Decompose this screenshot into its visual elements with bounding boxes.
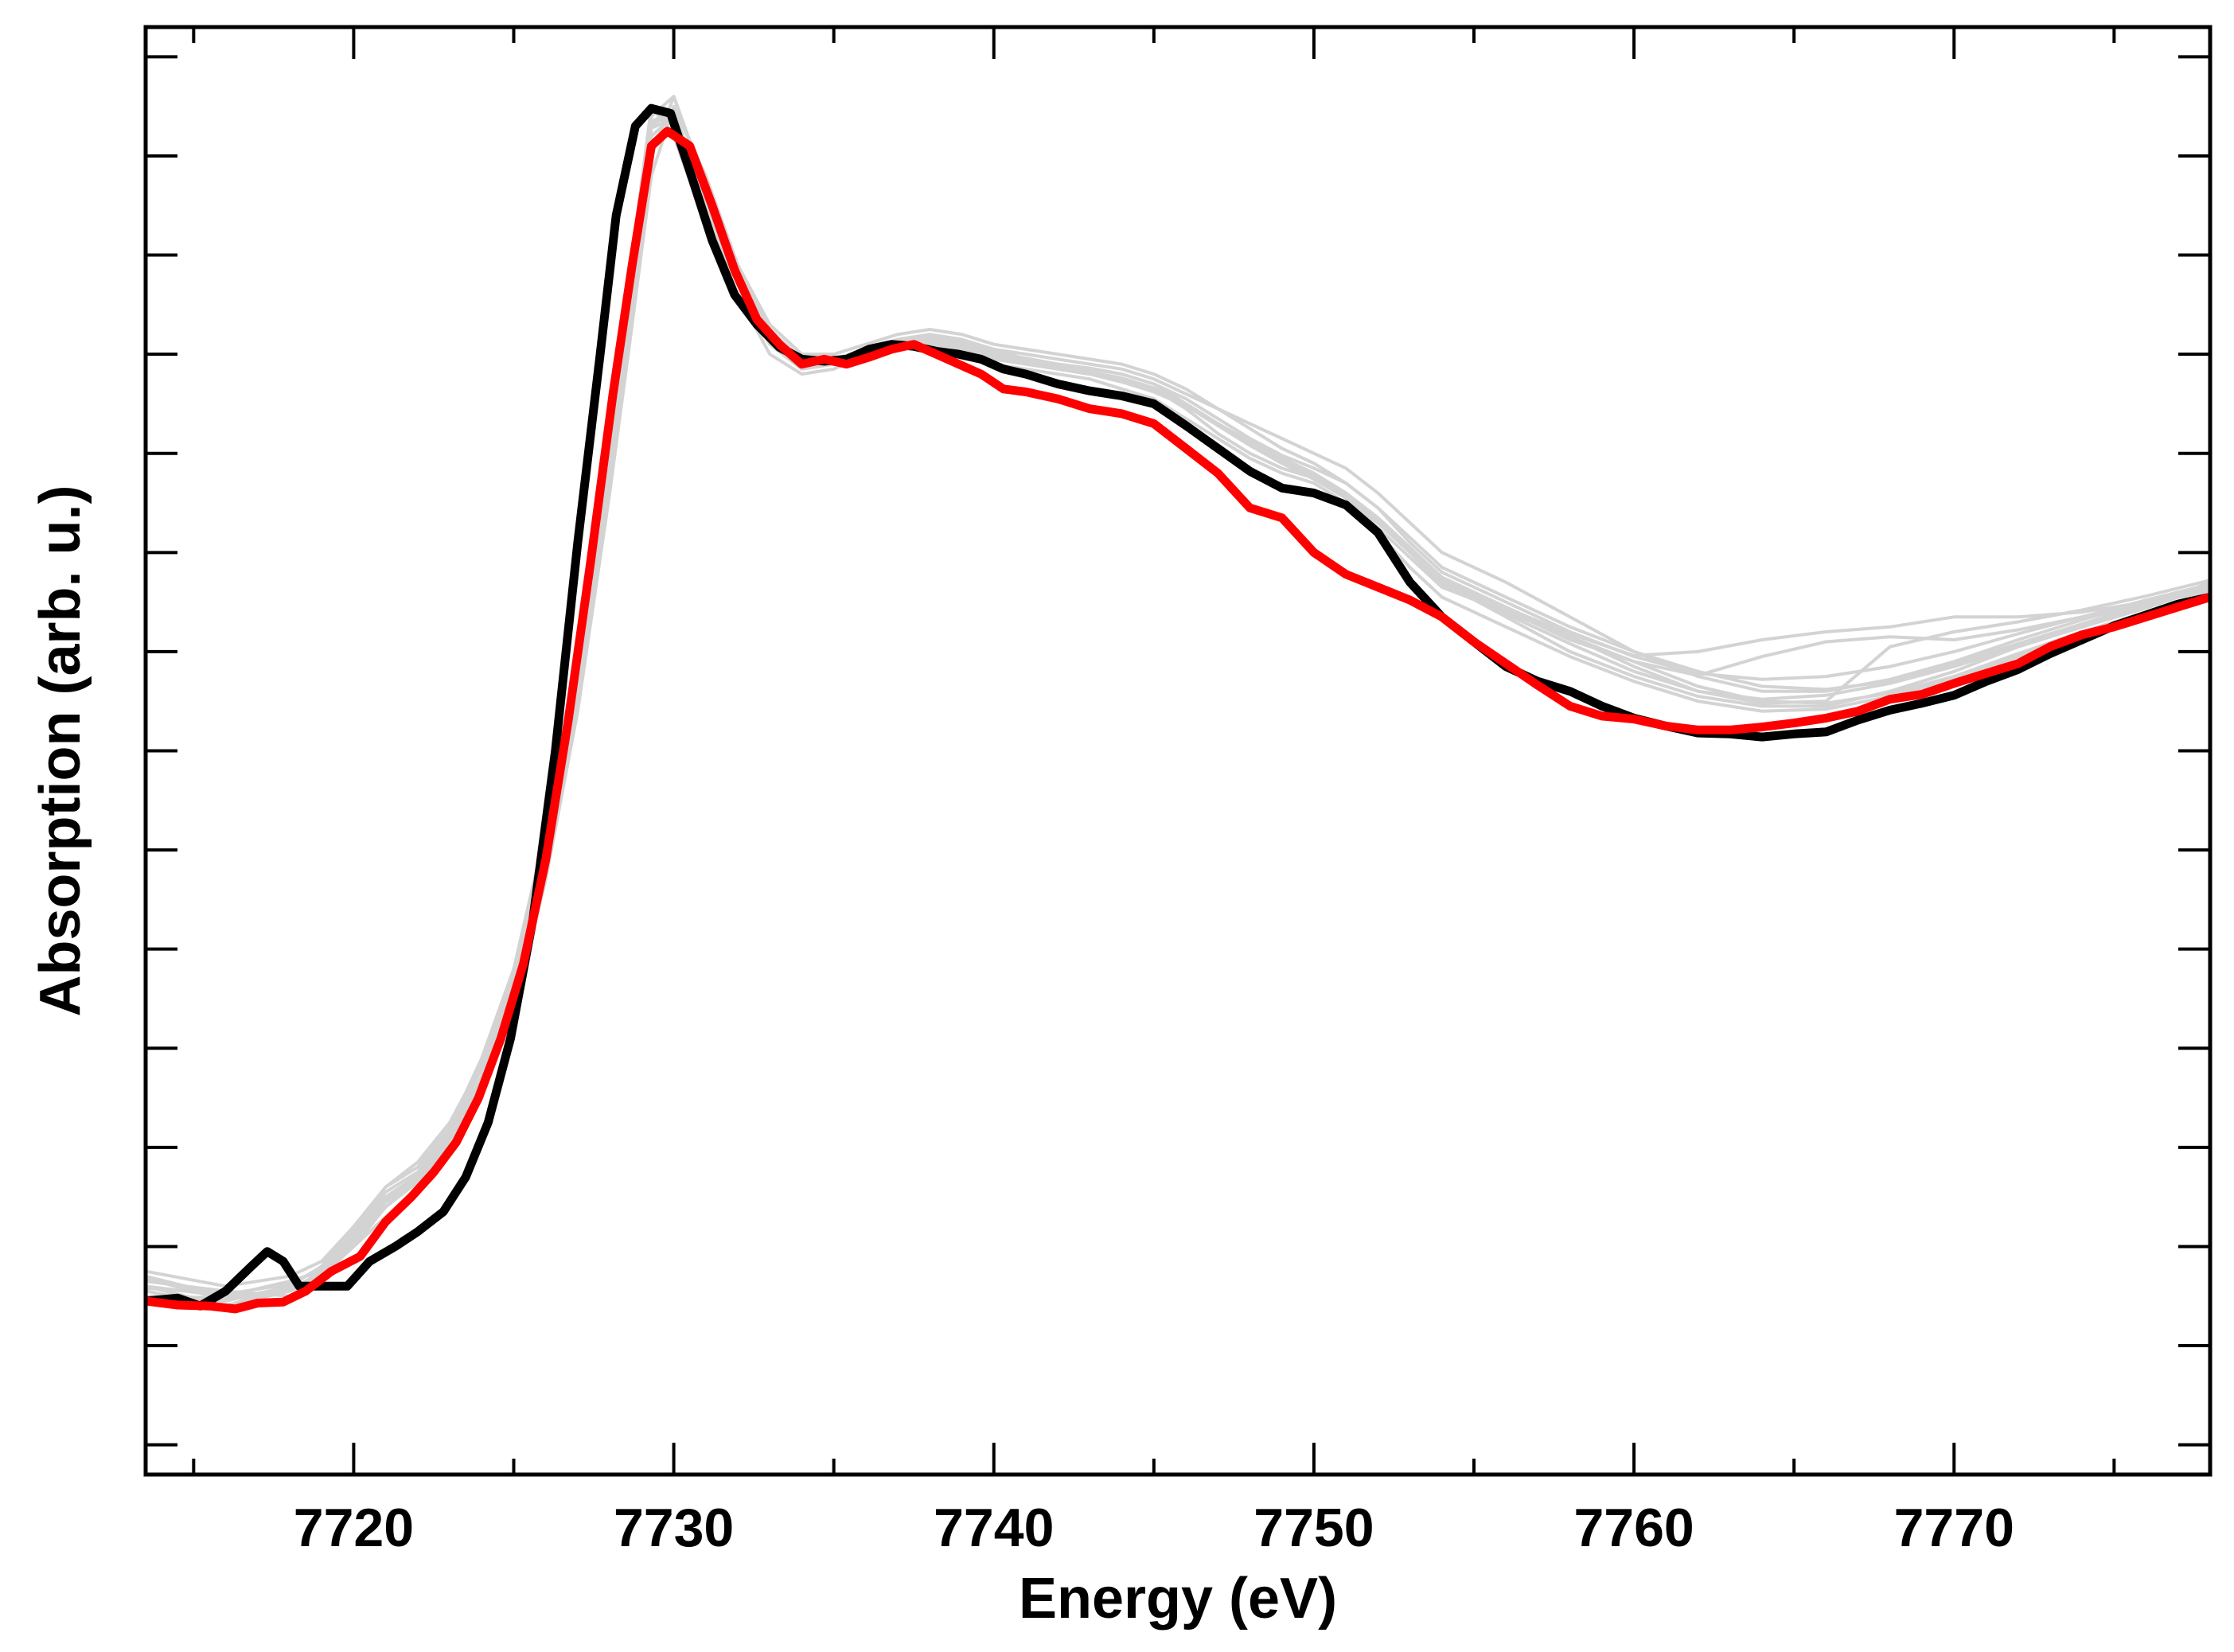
x-tick-label: 7750 (1253, 1498, 1374, 1558)
series-line-red (146, 127, 2210, 1314)
x-tick-label: 7770 (1894, 1498, 2014, 1558)
y-axis-title: Absorption (arb. u.) (29, 485, 92, 1017)
x-tick-label: 7760 (1573, 1498, 1694, 1558)
x-tick-labels-group: 7720 7730 7740 7750 7760 7770 (294, 1498, 2014, 1558)
main-series-group (146, 103, 2210, 1314)
series-line-gray-7 (146, 109, 2210, 1288)
x-tick-label: 7730 (614, 1498, 734, 1558)
series-line-gray-6 (146, 119, 2210, 1298)
x-axis-title: Energy (eV) (1019, 1567, 1337, 1631)
plot-frame (143, 25, 2213, 1477)
tick-marks-group (146, 27, 2210, 1475)
series-line-black (146, 103, 2210, 1311)
x-tick-label: 7720 (294, 1498, 414, 1558)
series-line-gray-10 (146, 112, 2210, 1302)
x-tick-label: 7740 (934, 1498, 1054, 1558)
